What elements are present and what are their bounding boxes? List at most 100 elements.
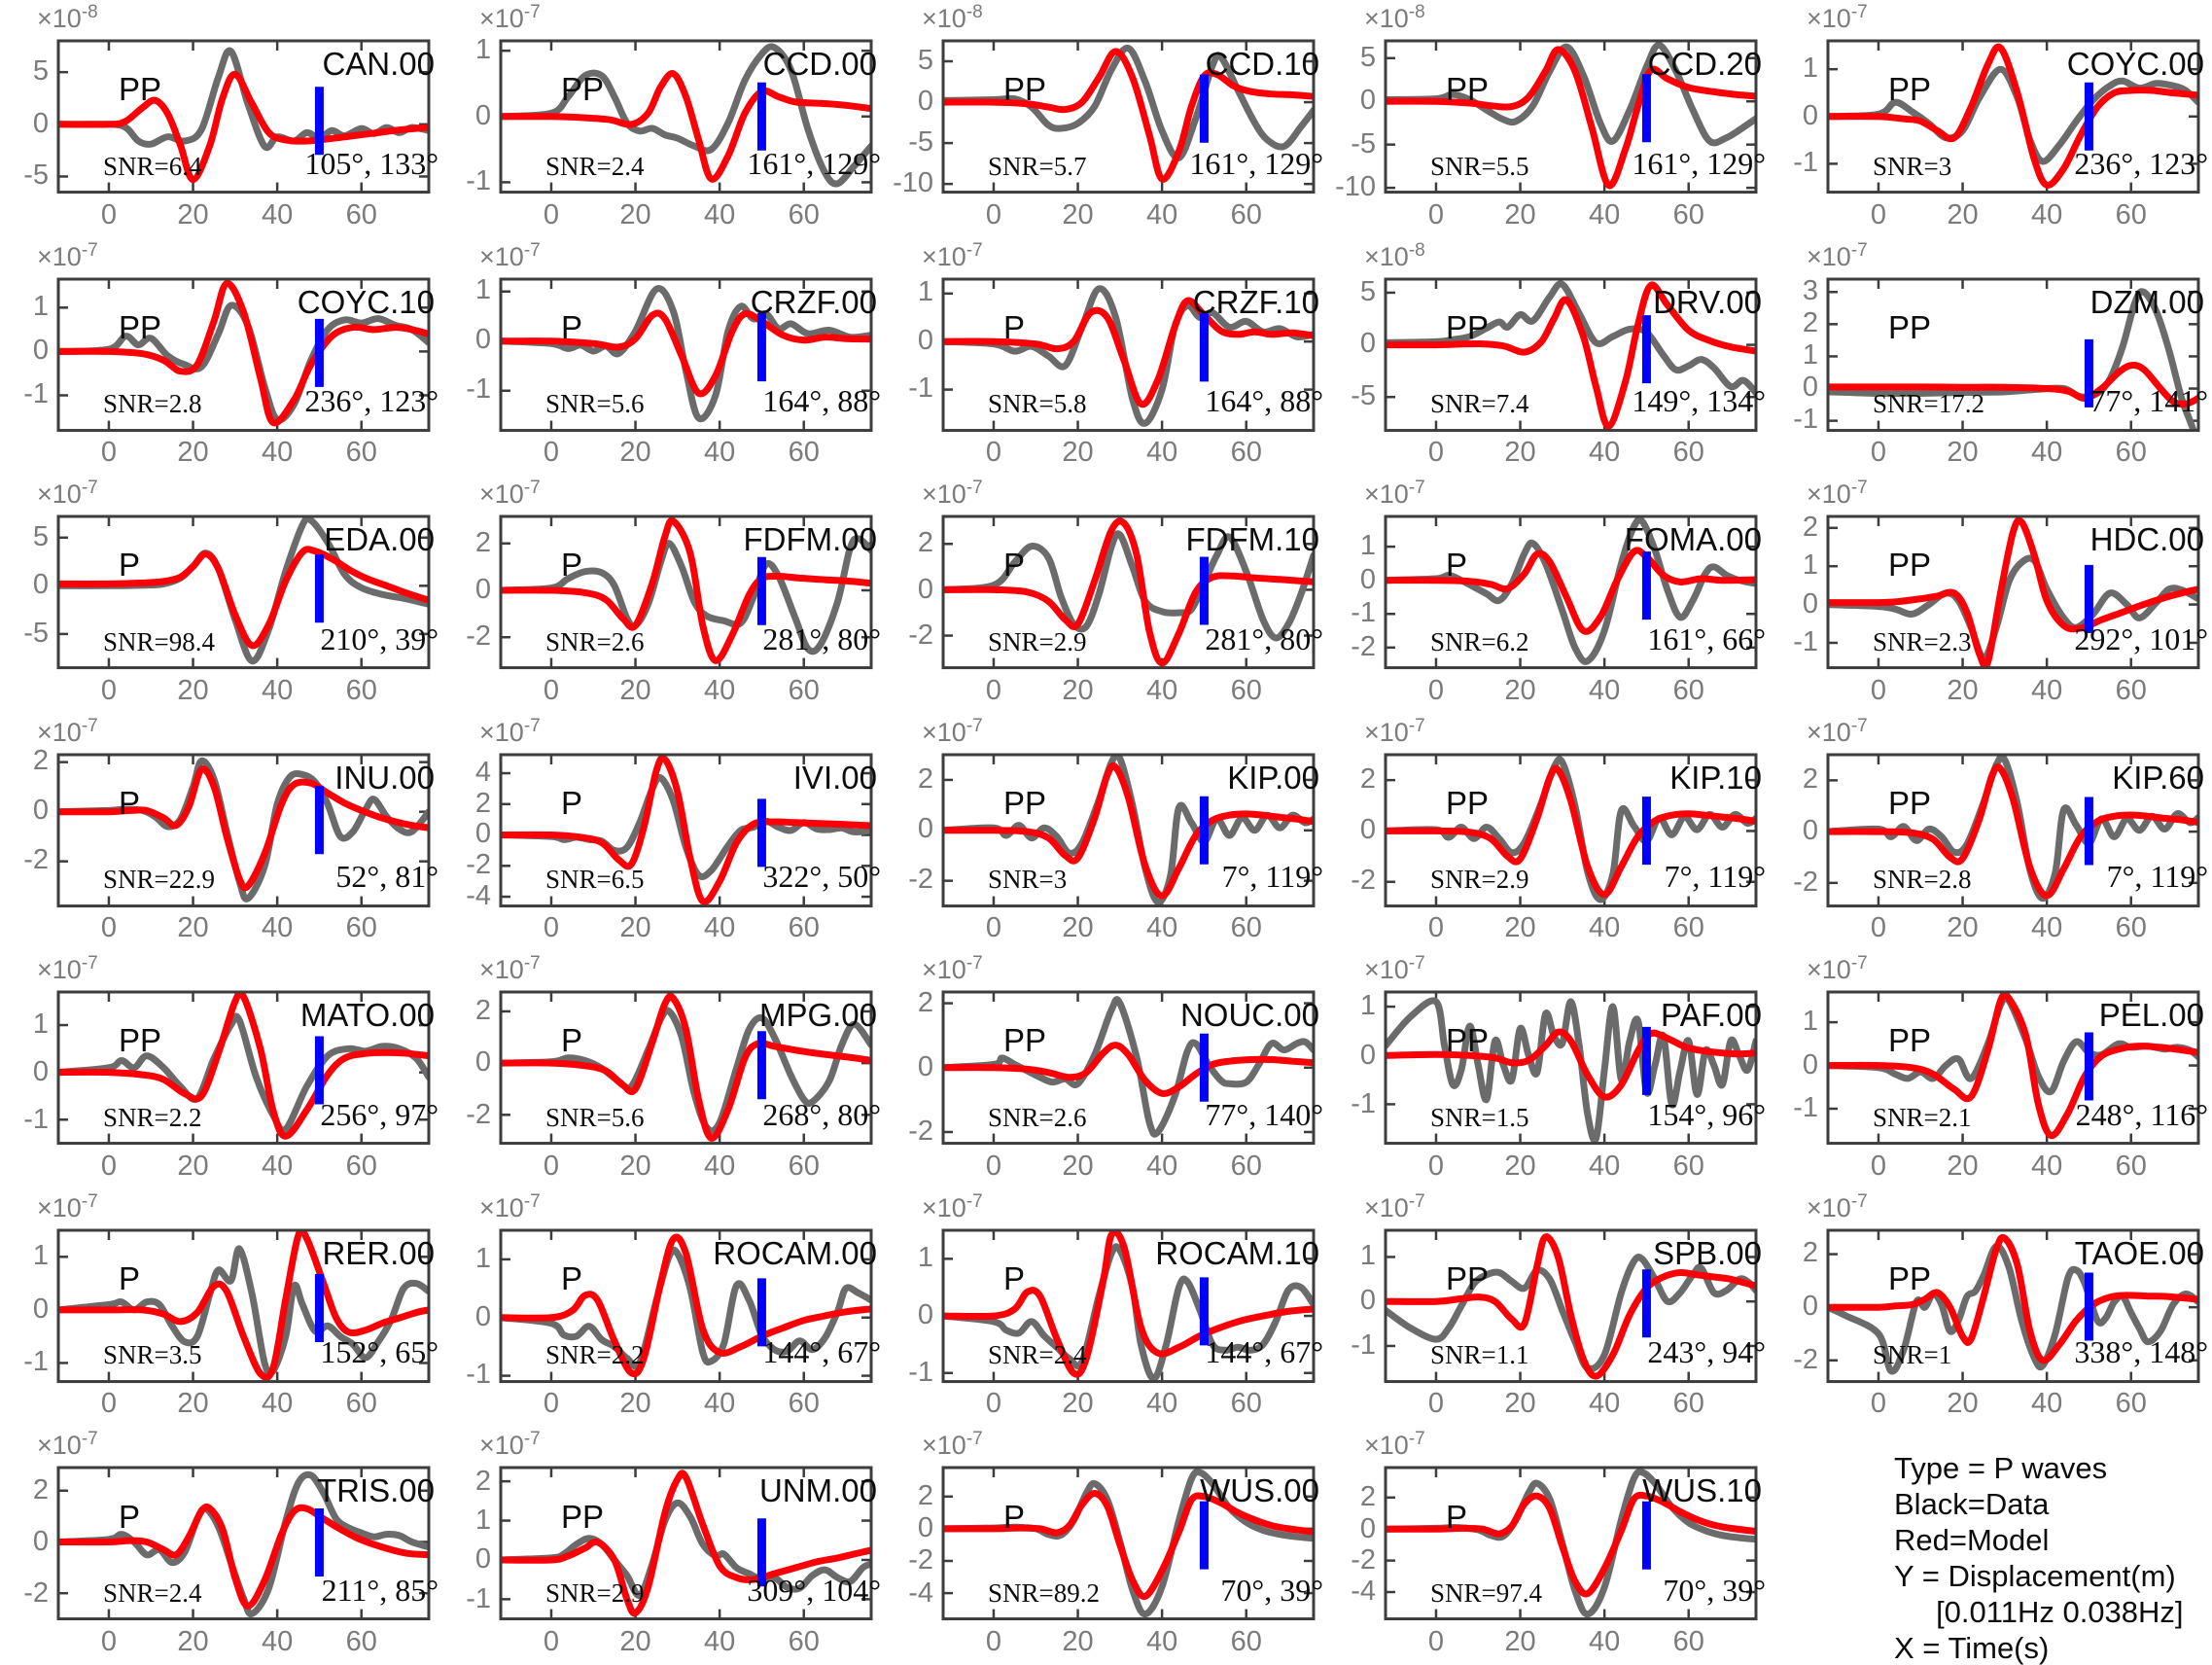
axes-FOMA.00 [1384, 514, 1758, 670]
snr-label: SNR=6.2 [1430, 626, 1529, 656]
model-waveform [1386, 1233, 1756, 1380]
y-tick-label: 1 [474, 34, 491, 66]
y-tick-label: 1 [917, 276, 933, 308]
y-exponent-label: ×10-7 [37, 239, 98, 271]
x-tick-label: 0 [543, 1625, 560, 1657]
model-waveform [1828, 43, 2198, 189]
azimuth-distance-label: 70°, 39° [1220, 1572, 1323, 1608]
subplot-INU.00: ×10-7 -2 0 2 0 20 40 60 P INU.00 SNR=22.9 52°, 81° [0, 714, 442, 952]
y-tick-label: -4 [466, 879, 491, 911]
phase-label: P [119, 784, 141, 821]
station-label: FDFM.10 [1185, 521, 1319, 558]
model-waveform [1386, 547, 1756, 635]
snr-label: SNR=2.2 [545, 1340, 645, 1370]
y-tick-label: -2 [1793, 866, 1818, 898]
phase-label: PP [1446, 308, 1490, 345]
phase-label: P [119, 1498, 141, 1535]
x-tick-label: 20 [177, 437, 209, 469]
y-tick-label: -2 [466, 849, 491, 880]
phase-label: P [561, 1022, 583, 1059]
x-tick-label: 20 [619, 912, 651, 944]
station-label: PEL.00 [2098, 997, 2204, 1034]
phase-label: PP [119, 308, 162, 345]
model-waveform [58, 279, 429, 426]
axes-box [1826, 753, 2200, 907]
y-exponent-label: ×10-7 [479, 1429, 541, 1461]
x-tick-label: 20 [1504, 1625, 1536, 1657]
tick-marks [1387, 1469, 1755, 1618]
model-waveform [58, 992, 429, 1141]
y-tick-label: -1 [466, 1359, 491, 1391]
x-tick-label: 40 [261, 912, 294, 944]
y-exponent-label: ×10-7 [1364, 478, 1425, 510]
axes-box [499, 1466, 873, 1621]
x-tick-label: 40 [2030, 198, 2063, 230]
y-tick-label: 0 [1359, 563, 1376, 595]
azimuth-distance-label: 7°, 119° [1221, 859, 1323, 895]
x-tick-label: 40 [1145, 437, 1178, 469]
axes-COYC.00 [1826, 39, 2200, 195]
snr-label: SNR=5.8 [988, 389, 1087, 419]
x-tick-label: 20 [177, 1388, 209, 1420]
subplot-PEL.00: ×10-7 -1 0 1 0 20 40 60 PP PEL.00 SNR=2.1 248°, 116… [1770, 951, 2212, 1189]
snr-label: SNR=5.7 [988, 151, 1087, 181]
x-tick-label: 20 [1947, 674, 1979, 706]
tick-marks [1829, 993, 2197, 1143]
axes-box [1384, 277, 1758, 432]
x-tick-label: 60 [788, 198, 820, 230]
model-waveform [58, 1504, 429, 1611]
snr-label: SNR=6.4 [103, 151, 202, 181]
model-waveform [1828, 992, 2198, 1140]
axes-box [941, 39, 1316, 195]
y-tick-label: -1 [1793, 1092, 1818, 1124]
subplot-KIP.00: ×10-7 -2 0 2 0 20 40 60 PP KIP.00 SNR=3 7°, 119° [885, 714, 1327, 952]
y-tick-label: -1 [1793, 147, 1818, 179]
x-tick-label: 0 [1427, 1388, 1445, 1420]
x-tick-label: 40 [261, 1388, 294, 1420]
x-tick-label: 0 [1427, 1625, 1445, 1657]
y-exponent-label: ×10-8 [1364, 239, 1425, 271]
model-waveform [943, 517, 1314, 667]
axes-box [1384, 753, 1758, 907]
axes-INU.00 [56, 753, 431, 907]
model-waveform [501, 1470, 871, 1617]
x-tick-label: 40 [1588, 1150, 1621, 1182]
snr-label: SNR=3 [988, 865, 1068, 895]
axes-box [56, 1228, 431, 1383]
y-tick-label: -1 [466, 165, 491, 197]
x-tick-label: 60 [788, 1625, 820, 1657]
tick-marks [944, 279, 1313, 430]
y-exponent-label: ×10-7 [479, 478, 541, 510]
axes-box [499, 1228, 873, 1383]
y-tick-label: -4 [1351, 1576, 1376, 1608]
x-tick-label: 0 [1427, 437, 1445, 469]
x-tick-label: 20 [1062, 674, 1094, 706]
x-tick-label: 20 [1947, 912, 1979, 944]
y-tick-label: -2 [23, 844, 49, 876]
y-tick-label: 1 [474, 274, 491, 306]
x-tick-label: 60 [788, 437, 820, 469]
axes-TRIS.00 [56, 1466, 431, 1621]
subplot-KIP.60: ×10-7 -2 0 2 0 20 40 60 PP KIP.60 SNR=2.8 7°, 119° [1770, 714, 2212, 952]
x-tick-label: 0 [543, 912, 560, 944]
y-tick-label: 1 [1359, 1240, 1376, 1272]
phase-label: PP [1888, 1259, 1932, 1296]
subplot-ROCAM.00: ×10-7 -1 0 1 0 20 40 60 P ROCAM.00 SNR=2.2 144°, 67… [442, 1189, 885, 1428]
y-tick-label: 5 [32, 55, 49, 88]
station-label: INU.00 [334, 759, 435, 796]
x-tick-label: 0 [985, 674, 1002, 706]
subplot-UNM.00: ×10-7 -1 0 1 2 0 20 40 60 PP UNM.00 SNR=2.9 309°, 10… [442, 1427, 885, 1665]
phase-label: PP [1446, 1022, 1490, 1059]
legend-text: Type = P waves Black=Data Red=Model Y = … [1894, 1451, 2184, 1665]
axes-box [56, 514, 431, 670]
azimuth-distance-label: 248°, 116° [2075, 1096, 2208, 1132]
subplot-WUS.00: ×10-7 -4 -2 0 2 0 20 40 60 P WUS.00 SNR=89.2 70°, 39… [885, 1427, 1327, 1665]
x-tick-label: 20 [177, 674, 209, 706]
x-tick-label: 60 [345, 912, 377, 944]
x-tick-label: 40 [703, 1150, 736, 1182]
y-exponent-label: ×10-7 [37, 715, 98, 747]
model-waveform [1828, 516, 2198, 668]
azimuth-distance-label: 144°, 67° [1205, 1334, 1323, 1370]
snr-label: SNR=2.4 [988, 1340, 1087, 1370]
model-waveform [58, 546, 429, 650]
